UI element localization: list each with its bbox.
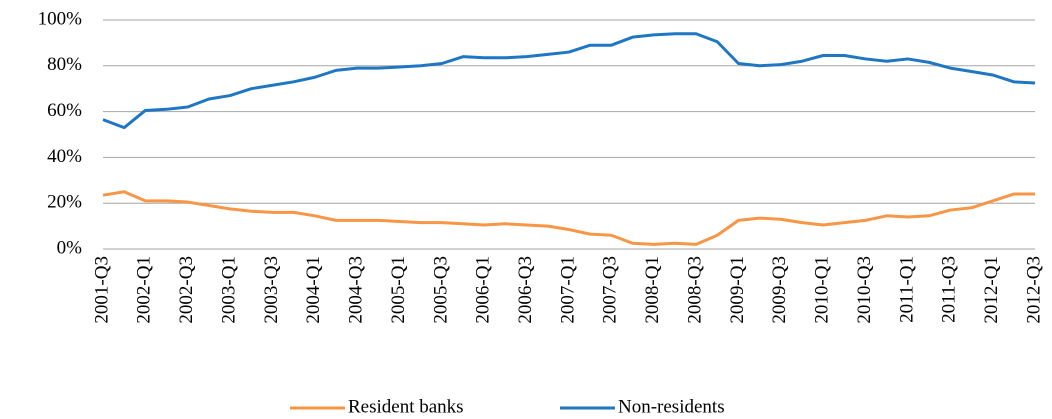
x-tick-label: 2011-Q3 (939, 256, 960, 323)
x-tick-label: 2008-Q3 (684, 256, 705, 324)
series-line (102, 190, 1035, 246)
x-tick-label: 2005-Q1 (388, 256, 409, 324)
series-line (102, 32, 1036, 130)
x-tick-label: 2010-Q3 (854, 256, 875, 324)
x-tick-label: 2010-Q1 (812, 256, 833, 324)
y-tick-label: 20% (47, 192, 82, 213)
x-tick-label: 2006-Q3 (515, 256, 536, 324)
x-tick-label: 2012-Q3 (1023, 256, 1044, 324)
x-tick-label: 2007-Q3 (600, 256, 621, 324)
y-tick-label: 60% (47, 100, 82, 121)
x-tick-label: 2002-Q1 (134, 256, 155, 324)
legend-label: Resident banks (348, 396, 464, 417)
y-tick-label: 0% (57, 237, 83, 258)
x-tick-label: 2005-Q3 (430, 256, 451, 324)
y-tick-label: 100% (38, 8, 83, 29)
x-tick-label: 2002-Q3 (176, 256, 197, 324)
x-tick-label: 2011-Q1 (896, 256, 917, 323)
x-tick-label: 2001-Q3 (91, 256, 112, 324)
x-tick-label: 2003-Q3 (261, 256, 282, 324)
y-tick-label: 40% (47, 146, 82, 167)
x-tick-label: 2009-Q1 (727, 256, 748, 324)
y-tick-label: 80% (47, 54, 82, 75)
x-tick-label: 2012-Q1 (981, 256, 1002, 324)
x-tick-label: 2009-Q3 (769, 256, 790, 324)
legend-label: Non-residents (618, 396, 725, 417)
x-tick-label: 2008-Q1 (642, 256, 663, 324)
x-tick-label: 2006-Q1 (473, 256, 494, 324)
x-tick-label: 2007-Q1 (557, 256, 578, 324)
x-tick-label: 2004-Q3 (346, 256, 367, 324)
x-tick-label: 2003-Q1 (218, 256, 239, 324)
x-tick-label: 2004-Q1 (303, 256, 324, 324)
